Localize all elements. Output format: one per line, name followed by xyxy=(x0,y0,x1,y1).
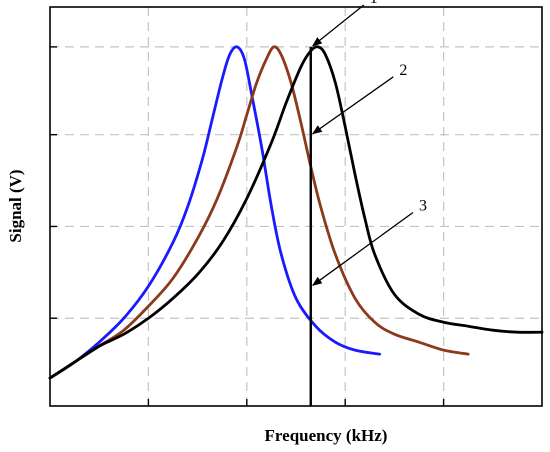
y-axis-title: Signal (V) xyxy=(6,169,25,242)
annotations: 1 2 3 xyxy=(311,0,427,286)
callout-label-1: 1 xyxy=(370,0,378,7)
callout-arrow-2 xyxy=(311,76,394,135)
grid xyxy=(50,7,542,406)
series-line-1 xyxy=(48,45,382,380)
callout-label-2: 2 xyxy=(399,62,407,79)
callout-label-3: 3 xyxy=(419,197,427,214)
callout-arrow-3 xyxy=(311,211,414,286)
series-line-3 xyxy=(48,45,544,380)
series-group xyxy=(48,45,544,380)
axes xyxy=(49,6,543,407)
series-line-2 xyxy=(48,45,470,380)
plot-frame xyxy=(49,6,543,407)
x-axis-title: Frequency (kHz) xyxy=(265,426,388,445)
callout-arrow-1 xyxy=(311,4,365,47)
